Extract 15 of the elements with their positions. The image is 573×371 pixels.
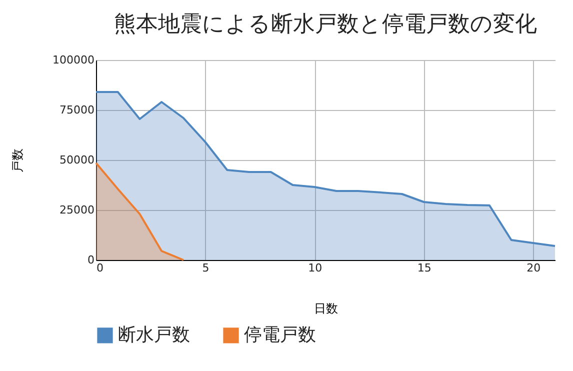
y-tick-label: 0 (88, 254, 94, 266)
x-tick-label: 15 (417, 262, 432, 274)
y-axis-title: 戸数 (10, 148, 25, 172)
y-tick-label: 25000 (60, 204, 94, 216)
y-tick-label: 100000 (52, 54, 94, 66)
chart-title: 熊本地震による断水戸数と停電戸数の変化 (114, 12, 537, 37)
x-tick-label: 5 (202, 262, 210, 274)
y-tick-label: 50000 (60, 154, 94, 166)
y-tick-label: 75000 (60, 104, 94, 116)
legend-label: 停電戸数 (244, 324, 316, 346)
x-tick-label: 0 (96, 262, 104, 274)
x-axis-title: 日数 (314, 302, 338, 316)
legend-label: 断水戸数 (118, 324, 190, 346)
x-tick-label: 10 (308, 262, 322, 274)
x-tick-label: 20 (526, 262, 541, 274)
